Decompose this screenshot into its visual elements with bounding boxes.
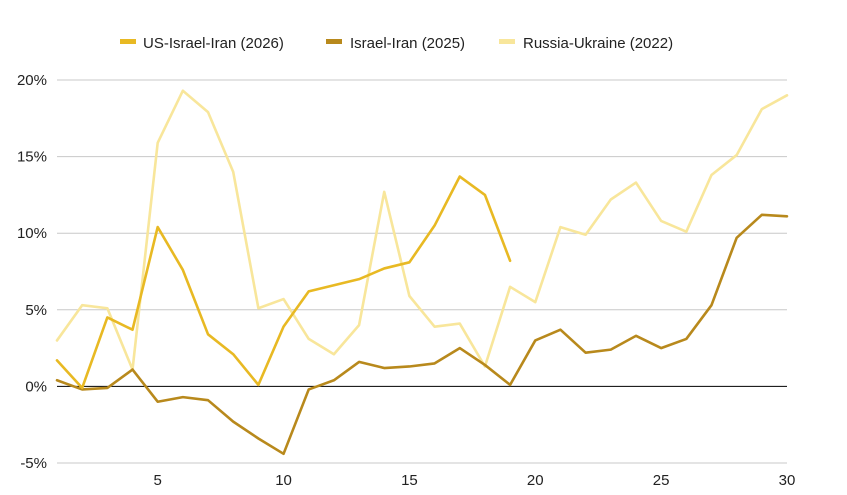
x-tick-label: 25 [653, 472, 670, 489]
legend-item-russia-ukraine-2022[interactable]: Russia-Ukraine (2022) [499, 35, 673, 52]
legend: US-Israel-Iran (2026) Israel-Iran (2025)… [120, 35, 673, 52]
series-layer [55, 89, 789, 456]
legend-label-russia-ukraine-2022: Russia-Ukraine (2022) [523, 35, 673, 52]
legend-label-israel-iran-2025: Israel-Iran (2025) [350, 35, 465, 52]
legend-label-us-israel-iran-2026: US-Israel-Iran (2026) [143, 35, 284, 52]
y-tick-label: 15% [17, 149, 47, 166]
x-tick-label: 10 [275, 472, 292, 489]
legend-item-us-israel-iran-2026[interactable]: US-Israel-Iran (2026) [120, 35, 284, 52]
gridlines [57, 79, 787, 464]
x-axis-ticks: 5 10 15 20 25 30 [154, 472, 796, 489]
x-tick-label: 5 [154, 472, 162, 489]
y-tick-label: 5% [25, 302, 47, 319]
x-tick-label: 30 [779, 472, 796, 489]
series-line-israel-iran-2025[interactable] [55, 213, 789, 456]
series-line-russia-ukraine-2022[interactable] [55, 89, 789, 371]
y-tick-label: 10% [17, 225, 47, 242]
y-tick-label: -5% [20, 455, 47, 472]
legend-swatch-russia-ukraine-2022 [499, 39, 515, 44]
series-line-us-israel-iran-2026[interactable] [55, 175, 512, 390]
x-tick-label: 15 [401, 472, 418, 489]
x-tick-label: 20 [527, 472, 544, 489]
legend-swatch-israel-iran-2025 [326, 39, 342, 44]
legend-item-israel-iran-2025[interactable]: Israel-Iran (2025) [326, 35, 465, 52]
y-tick-label: 20% [17, 72, 47, 89]
y-tick-label: 0% [25, 378, 47, 395]
y-axis-ticks: -5% 0% 5% 10% 15% 20% [17, 72, 47, 472]
legend-swatch-us-israel-iran-2026 [120, 39, 136, 44]
